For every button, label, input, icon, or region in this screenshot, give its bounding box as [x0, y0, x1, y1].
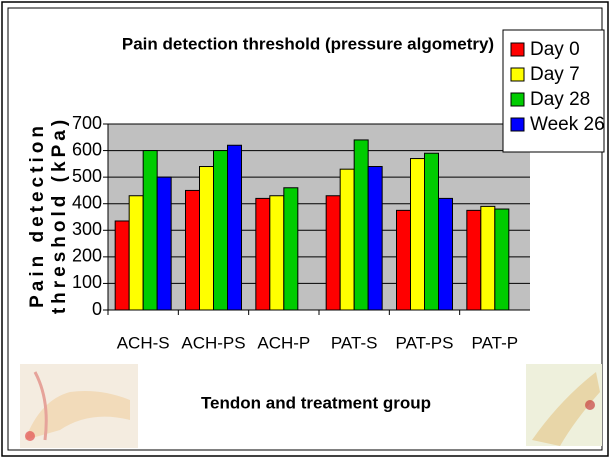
legend-label: Day 0 — [530, 39, 580, 60]
y-tick-label: 700 — [72, 113, 102, 133]
bar — [481, 206, 495, 310]
legend-label: Day 7 — [530, 64, 580, 85]
legend-label: Day 28 — [530, 89, 590, 110]
x-tick-label: PAT-S — [331, 333, 378, 352]
legend-swatch — [511, 68, 524, 81]
y-tick-label: 300 — [72, 219, 102, 239]
bar — [425, 153, 439, 310]
bar — [439, 198, 453, 310]
bar — [115, 221, 129, 310]
x-tick-label: PAT-P — [472, 333, 519, 352]
y-axis-label: Pain detection threshold (kPa) — [27, 116, 70, 314]
bar — [214, 151, 228, 310]
bar — [354, 140, 368, 310]
x-tick-label: ACH-P — [257, 333, 310, 352]
x-tick-label: PAT-PS — [396, 333, 454, 352]
chart: Pain detection threshold (pressure algom… — [0, 0, 611, 459]
bar — [200, 167, 214, 310]
bar — [129, 196, 143, 310]
legend-swatch — [511, 43, 524, 56]
x-tick-label: ACH-PS — [181, 333, 245, 352]
y-axis-label-line: Pain detection — [27, 122, 48, 308]
bar — [467, 210, 481, 310]
decor-right — [526, 364, 602, 446]
legend-label: Week 26 — [530, 114, 605, 135]
y-tick-label: 200 — [72, 246, 102, 266]
y-tick-label: 600 — [72, 139, 102, 159]
y-tick-label: 0 — [92, 299, 102, 319]
y-axis-label-line: threshold (kPa) — [49, 116, 70, 314]
bar — [256, 198, 270, 310]
legend-swatch — [511, 118, 524, 131]
chart-title: Pain detection threshold (pressure algom… — [122, 34, 494, 53]
bar — [326, 196, 340, 310]
bar — [397, 210, 411, 310]
bar — [157, 177, 171, 310]
bar — [495, 209, 509, 310]
decor-left — [20, 364, 138, 448]
bar — [284, 188, 298, 310]
bar — [270, 196, 284, 310]
y-tick-label: 500 — [72, 166, 102, 186]
y-tick-label: 400 — [72, 192, 102, 212]
y-tick-label: 100 — [72, 272, 102, 292]
bar — [411, 159, 425, 310]
bar — [228, 145, 242, 310]
bar — [186, 190, 200, 310]
x-tick-label: ACH-S — [117, 333, 170, 352]
bar — [368, 167, 382, 310]
bar — [340, 169, 354, 310]
x-axis-label: Tendon and treatment group — [201, 393, 431, 412]
legend-swatch — [511, 93, 524, 106]
bar — [143, 151, 157, 310]
